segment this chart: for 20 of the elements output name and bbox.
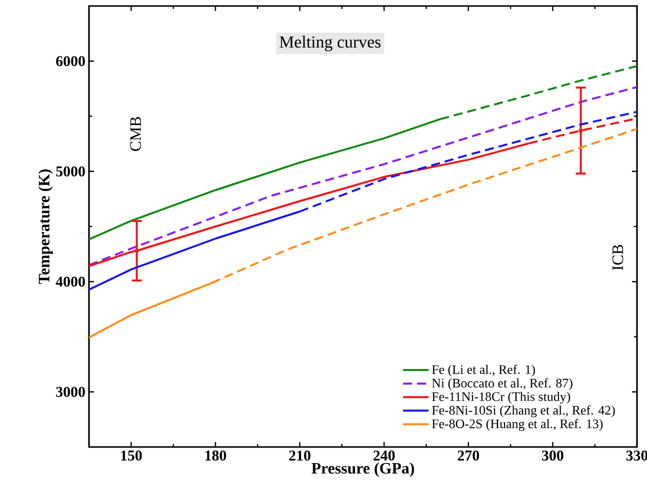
text: Melting curves bbox=[280, 36, 381, 52]
y-axis-title: Temperature (K) bbox=[38, 169, 53, 284]
legend-label: Fe (Li et al., Ref. 1) bbox=[432, 364, 535, 377]
x-tick-label: 240 bbox=[373, 450, 395, 461]
annotation: CMB bbox=[130, 116, 141, 151]
y-tick-label: 3000 bbox=[56, 386, 85, 397]
legend-label: Fe-8Ni-10Si (Zhang et al., Ref. 42) bbox=[432, 405, 615, 418]
x-tick-label: 180 bbox=[205, 450, 226, 461]
legend-label: Ni (Boccato et al., Ref. 87) bbox=[432, 378, 572, 390]
legend-label: Fe-11Ni-18Cr (This study) bbox=[432, 392, 570, 404]
x-axis-title: Pressure (GPa) bbox=[312, 462, 414, 477]
x-tick-label: 210 bbox=[289, 450, 310, 461]
x-tick-label: 300 bbox=[542, 450, 564, 461]
y-tick-label: 5000 bbox=[56, 166, 85, 176]
x-tick-label: 270 bbox=[458, 450, 480, 461]
y-tick-label: 6000 bbox=[56, 56, 85, 66]
annotation: ICB bbox=[612, 244, 624, 270]
legend-label: Fe-8O-2S (Huang et al., Ref. 13) bbox=[432, 418, 603, 431]
y-tick-label: 4000 bbox=[56, 276, 85, 287]
x-tick-label: 150 bbox=[121, 450, 142, 461]
